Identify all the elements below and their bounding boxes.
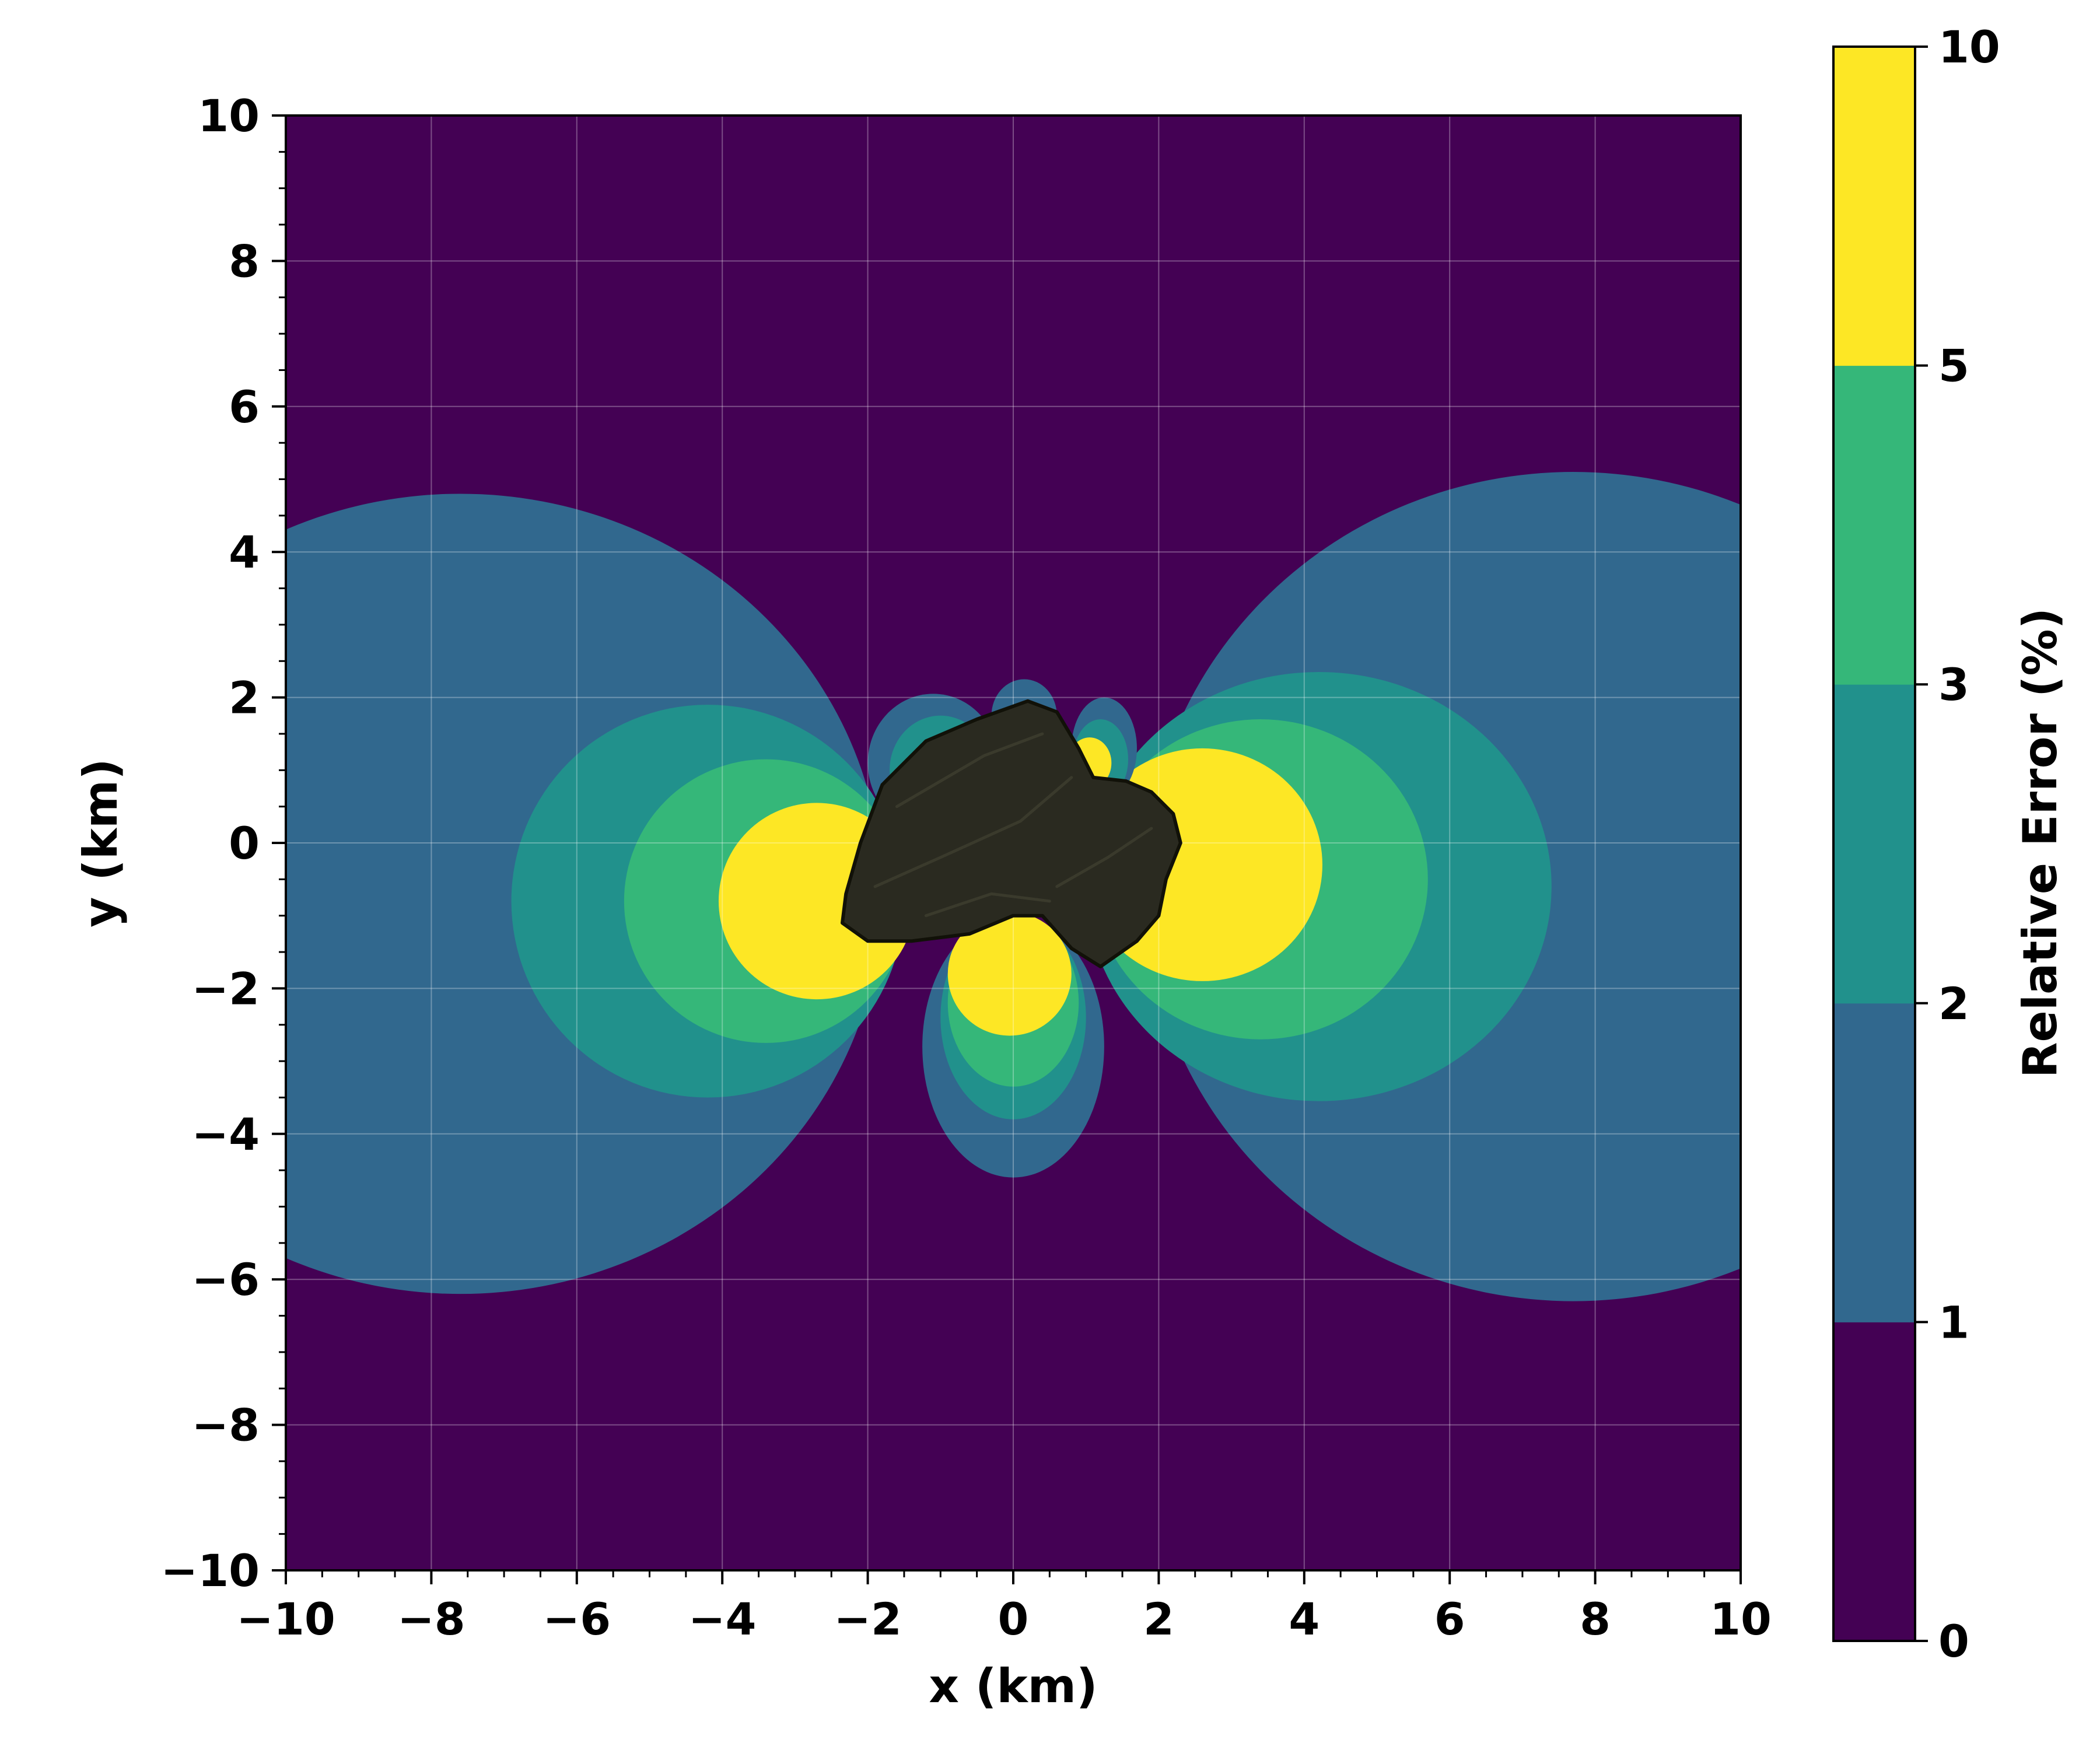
y-tick-label: −4 bbox=[191, 1108, 260, 1160]
x-tick-label: −10 bbox=[236, 1593, 335, 1645]
y-tick-label: 0 bbox=[229, 817, 260, 869]
colorbar-segment bbox=[1833, 365, 1915, 685]
x-tick-label: 10 bbox=[1710, 1593, 1772, 1645]
colorbar-title: Relative Error (%) bbox=[2013, 608, 2067, 1078]
colorbar-segment bbox=[1833, 684, 1915, 1004]
nucleus-texture bbox=[895, 732, 1044, 808]
colorbar-segment bbox=[1833, 1003, 1915, 1322]
nucleus-texture bbox=[1055, 827, 1153, 888]
x-tick-label: −6 bbox=[543, 1593, 611, 1645]
gridlines bbox=[286, 116, 1741, 1570]
contour-bottom-lobe-5 bbox=[947, 912, 1072, 1036]
comet-nucleus bbox=[841, 699, 1182, 968]
comet-nucleus-shape bbox=[841, 699, 1182, 968]
colorbar-tick-label: 10 bbox=[1938, 21, 2000, 73]
y-axis-title: y (km) bbox=[74, 758, 128, 928]
colorbar-tick-label: 5 bbox=[1938, 340, 1969, 392]
x-axis: −10 −8 −6 −4 −2 0 2 4 6 8 10 bbox=[236, 1570, 1772, 1645]
y-axis: −10 −8 −6 −4 −2 0 2 4 6 8 10 bbox=[161, 90, 286, 1597]
colorbar-frame bbox=[1832, 46, 1916, 1642]
y-tick-label: −8 bbox=[191, 1399, 260, 1451]
colorbar-segment bbox=[1833, 47, 1915, 366]
y-tick-label: 6 bbox=[229, 381, 260, 433]
y-tick-label: 2 bbox=[229, 672, 260, 724]
colorbar: 0 1 2 3 5 10 bbox=[1832, 21, 2000, 1667]
nucleus-texture bbox=[924, 892, 1051, 918]
y-tick-label: 8 bbox=[229, 235, 260, 287]
x-tick-label: 8 bbox=[1580, 1593, 1611, 1645]
colorbar-tick-label: 2 bbox=[1938, 978, 1969, 1030]
x-axis-title: x (km) bbox=[929, 1659, 1097, 1713]
y-tick-label: 10 bbox=[198, 90, 260, 142]
nucleus-texture bbox=[873, 776, 1073, 888]
y-tick-label: 4 bbox=[229, 526, 260, 578]
x-tick-label: 0 bbox=[998, 1593, 1029, 1645]
y-tick-label: −10 bbox=[161, 1545, 260, 1597]
x-tick-label: −4 bbox=[688, 1593, 757, 1645]
colorbar-tick-label: 1 bbox=[1938, 1296, 1969, 1348]
colorbar-tick-label: 0 bbox=[1938, 1615, 1969, 1667]
x-tick-label: −2 bbox=[834, 1593, 902, 1645]
x-tick-label: 2 bbox=[1143, 1593, 1174, 1645]
colorbar-segment bbox=[1833, 1322, 1915, 1642]
x-tick-label: 6 bbox=[1434, 1593, 1465, 1645]
x-tick-label: −8 bbox=[397, 1593, 466, 1645]
y-tick-label: −2 bbox=[191, 963, 260, 1014]
x-tick-label: 4 bbox=[1289, 1593, 1320, 1645]
y-tick-label: −6 bbox=[191, 1254, 260, 1306]
colorbar-tick-label: 3 bbox=[1938, 659, 1969, 710]
